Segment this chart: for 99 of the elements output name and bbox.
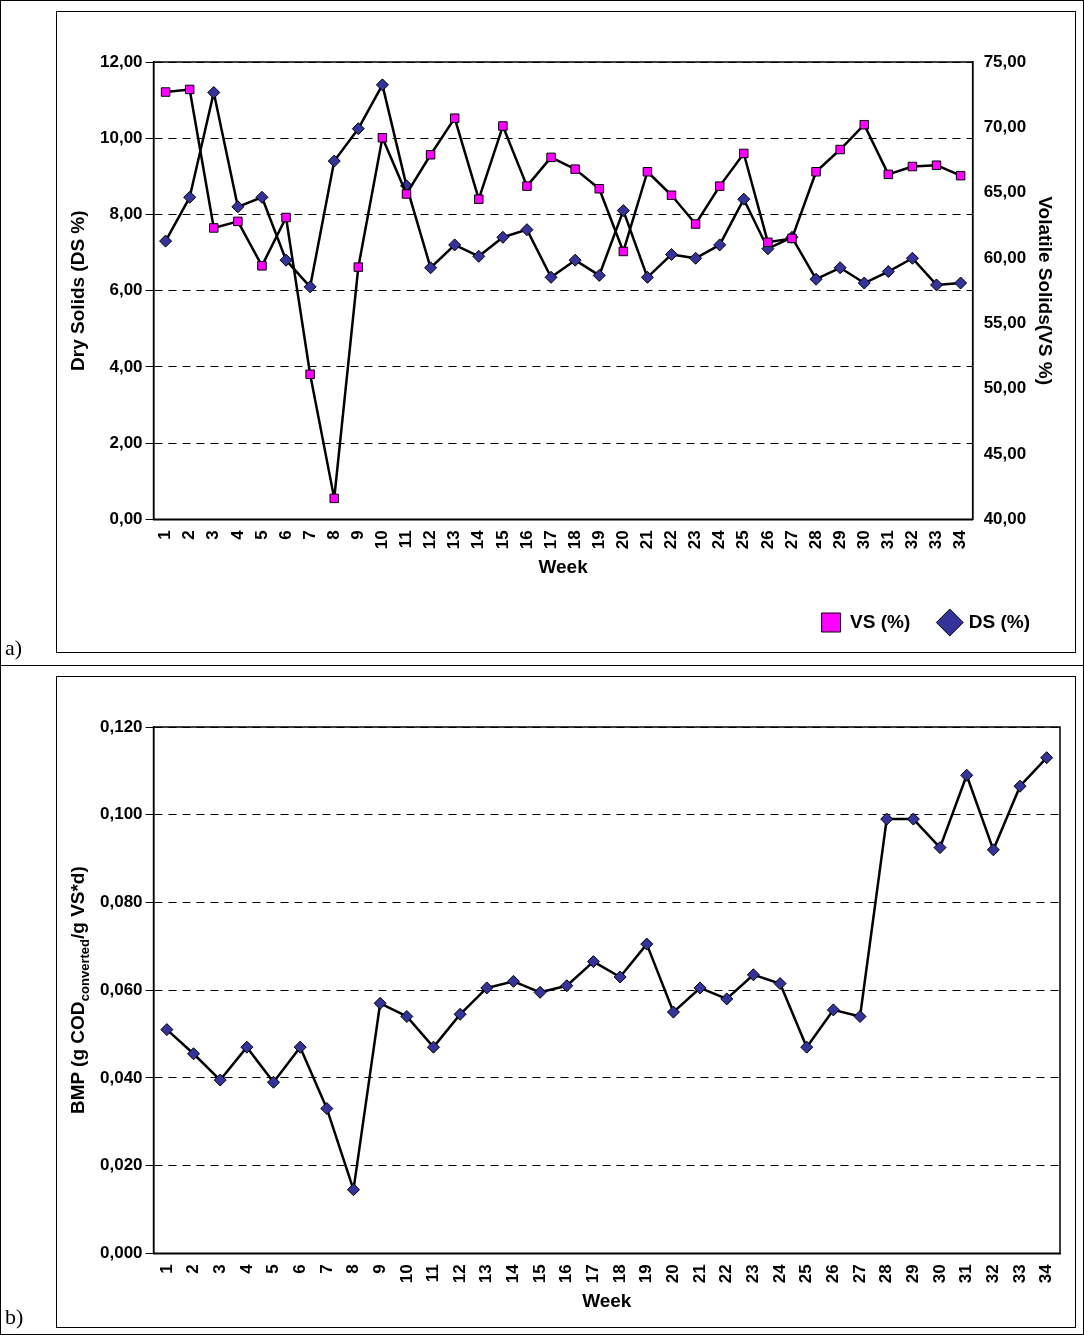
x-tick-label: 7: [299, 530, 319, 540]
legend-label: DS (%): [968, 610, 1031, 632]
x-tick-label: 7: [316, 1264, 336, 1274]
x-tick-label: 10: [372, 530, 392, 550]
x-tick-label: 3: [203, 530, 223, 540]
y2-tick-label: 50,00: [983, 378, 1027, 398]
x-tick-label: 33: [926, 530, 946, 550]
x-tick-label: 5: [251, 530, 271, 540]
x-tick-label: 34: [1036, 1263, 1056, 1284]
text: a): [5, 635, 23, 661]
x-tick-label: 9: [348, 530, 368, 540]
x-tick-label: 20: [663, 1264, 683, 1284]
x-tick-label: 6: [275, 530, 295, 540]
y-tick-label: 8,00: [109, 204, 143, 224]
x-tick-label: 14: [503, 1263, 523, 1284]
x-tick-label: 18: [564, 530, 584, 550]
y-tick-label: 0,120: [99, 716, 143, 736]
x-tick-label: 11: [423, 1264, 443, 1283]
x-tick-label: 9: [369, 1264, 389, 1274]
y2-tick-label: 60,00: [983, 247, 1027, 267]
x-tick-label: 34: [950, 529, 970, 550]
x-tick-label: 16: [556, 1264, 576, 1284]
y-tick-label: 2,00: [109, 432, 143, 452]
x-tick-label: 15: [529, 1264, 549, 1284]
x-tick-label: 29: [903, 1264, 923, 1284]
x-tick-label: 30: [853, 530, 873, 550]
x-tick-label: 14: [468, 529, 488, 550]
x-tick-label: 19: [588, 530, 608, 550]
y-axis-title: Dry Solids (DS %): [67, 210, 89, 371]
x-tick-label: 22: [661, 530, 681, 550]
x-tick-label: 15: [492, 530, 512, 550]
x-tick-label: 26: [757, 530, 777, 550]
y-tick-label: 0,00: [109, 508, 143, 528]
x-tick-label: 28: [805, 530, 825, 550]
x-tick-label: 19: [636, 1264, 656, 1284]
x-tick-label: 17: [540, 530, 560, 550]
x-tick-label: 24: [769, 1263, 789, 1284]
y-tick-label: 0,020: [99, 1155, 143, 1175]
x-tick-label: 1: [155, 530, 175, 540]
x-tick-label: 23: [685, 530, 705, 550]
y-tick-label: 0,080: [99, 892, 143, 912]
x-tick-label: 4: [227, 529, 247, 540]
y2-tick-label: 65,00: [983, 182, 1027, 202]
x-tick-label: 10: [396, 1264, 416, 1284]
y2-tick-label: 75,00: [983, 51, 1027, 71]
y2-axis-title: Volatile Solids(VS %): [1035, 196, 1057, 385]
x-tick-label: 2: [183, 1264, 203, 1274]
x-tick-label: 27: [849, 1264, 869, 1284]
x-tick-label: 8: [343, 1264, 363, 1274]
x-tick-label: 20: [613, 530, 633, 550]
x-tick-label: 3: [209, 1264, 229, 1274]
x-tick-label: 12: [449, 1264, 469, 1284]
x-tick-label: 2: [179, 530, 199, 540]
y2-tick-label: 45,00: [983, 443, 1027, 463]
y-tick-label: 6,00: [109, 280, 143, 300]
x-tick-label: 13: [444, 530, 464, 550]
x-tick-label: 28: [876, 1264, 896, 1284]
x-axis-title: Week: [582, 1289, 632, 1311]
x-tick-label: 5: [263, 1264, 283, 1274]
y2-tick-label: 55,00: [983, 313, 1027, 332]
x-tick-label: 26: [823, 1264, 843, 1284]
x-tick-label: 1: [156, 1264, 176, 1274]
x-tick-label: 11: [396, 530, 416, 549]
x-tick-label: 29: [829, 530, 849, 550]
x-tick-label: 4: [236, 1263, 256, 1274]
y-tick-label: 0,040: [99, 1067, 143, 1087]
x-tick-label: 12: [420, 530, 440, 550]
y-axis-title: BMP (g CODconverted/g VS*d): [67, 866, 92, 1115]
x-tick-label: 22: [716, 1264, 736, 1284]
x-tick-label: 33: [1009, 1264, 1029, 1284]
y-tick-label: 0,000: [99, 1242, 143, 1262]
x-tick-label: 25: [733, 530, 753, 550]
x-tick-label: 23: [743, 1264, 763, 1284]
x-tick-label: 17: [583, 1264, 603, 1284]
y-tick-label: 0,100: [99, 804, 143, 824]
x-tick-label: 8: [323, 530, 343, 540]
y2-tick-label: 70,00: [983, 117, 1027, 137]
y-tick-label: 10,00: [99, 127, 143, 147]
x-tick-label: 27: [781, 530, 801, 550]
x-tick-label: 30: [929, 1264, 949, 1284]
y2-tick-label: 40,00: [983, 508, 1027, 528]
text: b): [5, 1304, 24, 1330]
legend-label: VS (%): [850, 610, 911, 632]
y-tick-label: 12,00: [99, 51, 143, 71]
x-tick-label: 32: [983, 1264, 1003, 1284]
x-tick-label: 21: [637, 530, 657, 550]
x-tick-label: 13: [476, 1264, 496, 1284]
x-tick-label: 18: [609, 1264, 629, 1284]
x-tick-label: 6: [289, 1264, 309, 1274]
y-tick-label: 0,060: [99, 979, 143, 999]
y-tick-label: 4,00: [109, 356, 143, 376]
x-axis-title: Week: [538, 555, 589, 577]
x-tick-label: 31: [956, 1264, 976, 1284]
x-tick-label: 25: [796, 1264, 816, 1284]
x-tick-label: 24: [709, 529, 729, 550]
x-tick-label: 21: [689, 1264, 709, 1284]
x-tick-label: 31: [878, 530, 898, 550]
x-tick-label: 16: [516, 530, 536, 550]
x-tick-label: 32: [902, 530, 922, 550]
